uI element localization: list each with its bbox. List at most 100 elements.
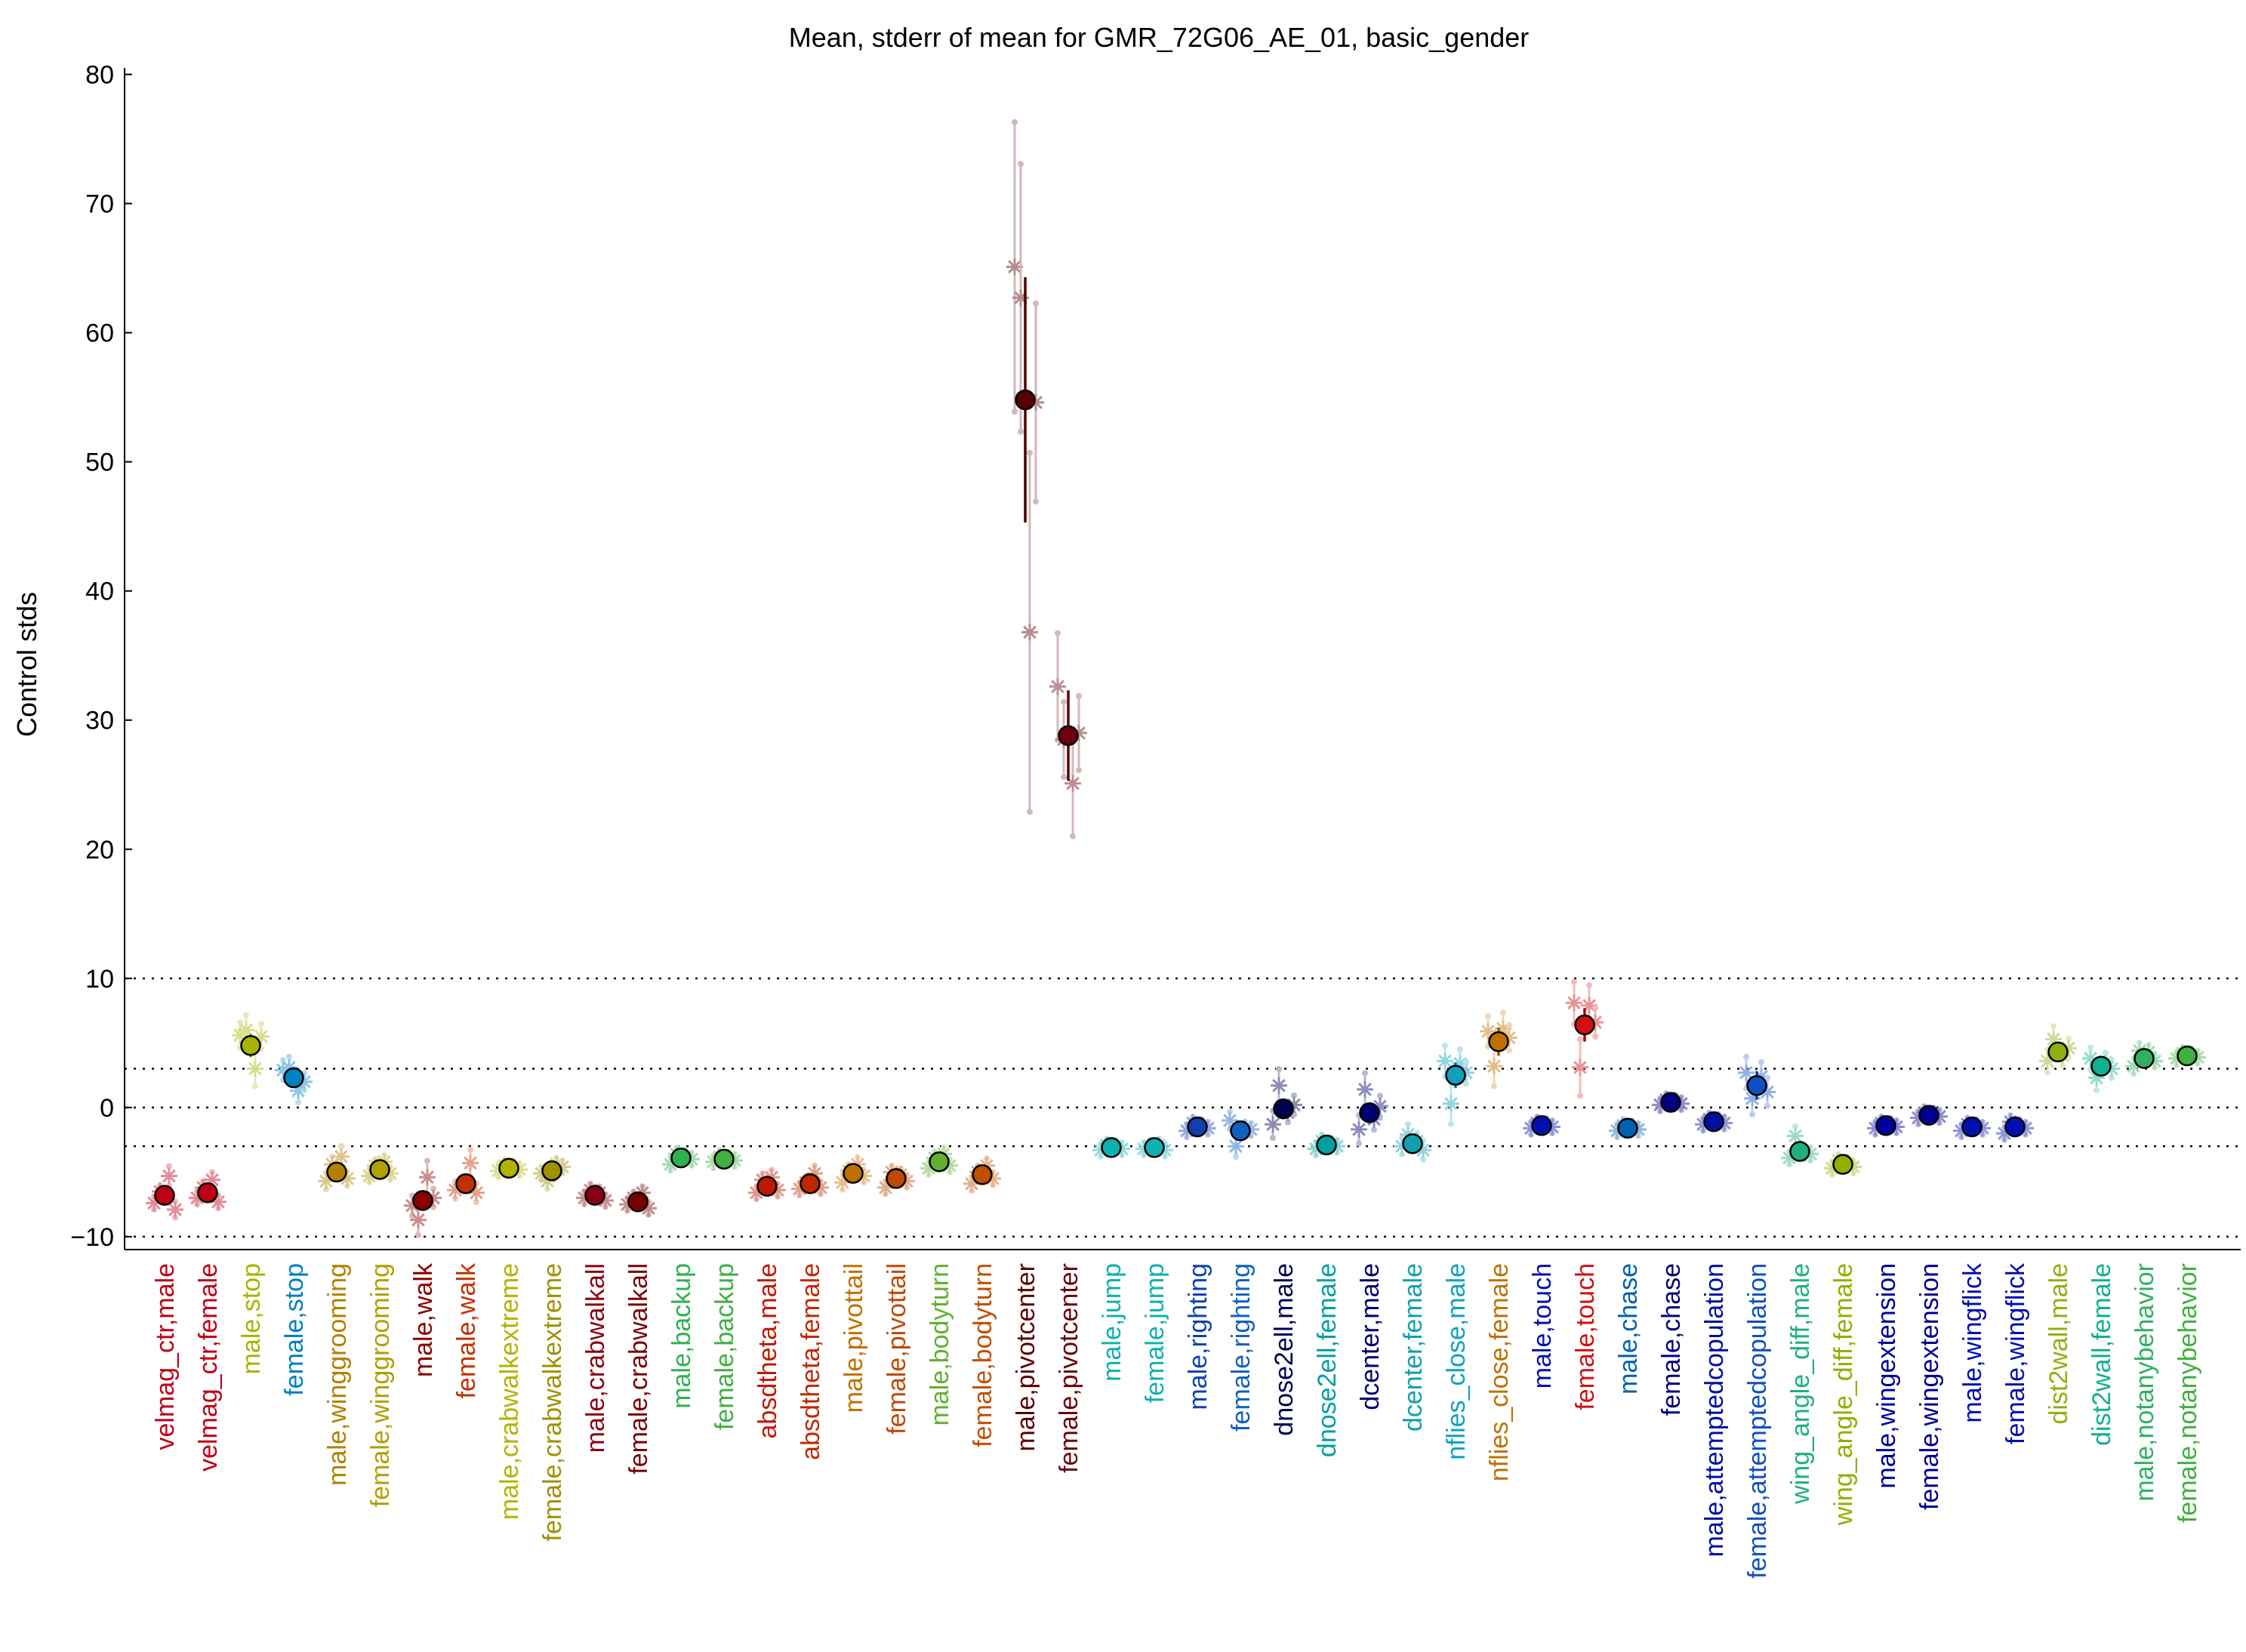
data-point [1738,1064,1755,1081]
data-point [726,1152,743,1169]
point-error-cap [1749,1111,1755,1117]
category-series [920,1144,958,1178]
data-point [984,1170,1001,1187]
data-point [1006,258,1023,276]
mean-marker [2047,1041,2069,1063]
y-tick-label: 10 [85,965,114,994]
data-point [290,1082,307,1099]
point-error-cap [1285,1119,1291,1126]
mean-marker [1832,1154,1853,1175]
point-error-cap [1457,1046,1463,1053]
mean-marker [1746,1075,1767,1096]
data-point [204,1171,220,1188]
mean-marker [1660,1092,1681,1113]
data-point [419,1169,436,1186]
data-point [247,1060,263,1077]
data-point [468,1184,485,1201]
mean-marker [1703,1111,1724,1133]
data-point [1544,1118,1560,1136]
point-error-cap [252,1083,258,1090]
category-series [490,1156,528,1181]
point-error-cap [415,1231,421,1238]
x-tick-label: dcenter,female [1399,1263,1428,1432]
category-series [1609,1116,1647,1141]
category-series [361,1151,399,1186]
x-tick-label: male,stop [237,1263,266,1374]
mean-marker [1789,1141,1810,1162]
point-error-cap [1577,1036,1583,1043]
data-point [1308,1140,1324,1157]
mean-marker [1918,1105,1939,1126]
category-series [1437,1043,1474,1127]
y-ticks: −10 0 10 20 30 40 50 60 70 80 [70,61,132,1252]
data-point [1781,1149,1798,1167]
mean-marker [1875,1115,1896,1136]
data-point [920,1160,937,1177]
mean-marker [843,1163,864,1184]
data-point [791,1180,808,1197]
data-point [597,1192,614,1209]
point-error-cap [1356,1140,1362,1147]
mean-marker [1058,725,1079,747]
category-series [232,1012,270,1090]
x-tick-label: female,attemptedcopulation [1743,1263,1772,1579]
x-tick-label: female,bodyturn [969,1263,997,1447]
data-point [1486,1058,1502,1075]
data-point [1452,1055,1468,1072]
category-series [275,1053,313,1106]
data-point [1744,1090,1761,1107]
category-series [662,1144,700,1174]
x-tick-label: female,winggrooming [366,1263,395,1507]
point-error-cap [1463,1080,1469,1087]
data-point [1458,1064,1474,1081]
data-point [640,1200,657,1217]
point-error-cap [1758,1059,1764,1065]
point-error-cap [2093,1086,2100,1093]
point-error-cap [2060,1062,2066,1069]
data-point [238,1022,254,1039]
category-series [1953,1114,1991,1141]
mean-marker [2177,1045,2198,1067]
x-tick-label: male,touch [1528,1263,1557,1388]
x-tick-label: female,righting [1227,1263,1255,1432]
data-point [382,1165,399,1182]
data-point [275,1062,291,1079]
data-point [1630,1120,1647,1138]
category-series [963,1155,1001,1194]
y-tick-label: 0 [100,1094,114,1123]
data-point [404,1197,421,1214]
category-series [1781,1123,1819,1168]
category-series [447,1146,485,1206]
category-series [1523,1113,1560,1138]
category-series [189,1169,226,1212]
y-tick-label: 30 [85,707,114,735]
category-series [2168,1043,2206,1068]
point-error-cap [1571,979,1577,985]
mean-marker [283,1067,304,1089]
category-series [576,1180,614,1210]
point-error-cap [1592,1033,1598,1040]
point-error-cap [1420,1156,1426,1163]
point-error-cap [1442,1043,1448,1049]
data-point [2045,1031,2062,1048]
mean-marker [1402,1133,1423,1154]
y-tick-label: 20 [85,836,114,865]
point-error-cap [1291,1092,1297,1099]
data-point [1480,1022,1496,1040]
point-error-cap [1055,630,1061,636]
data-point [1845,1158,1862,1176]
point-error-cap [1012,408,1018,415]
data-point [2189,1049,2206,1066]
data-point [1286,1096,1302,1114]
data-point [1351,1120,1367,1138]
data-point [1824,1160,1841,1177]
data-point [146,1194,162,1212]
data-point [2060,1040,2077,1057]
mean-marker [1445,1065,1466,1086]
category-series [1308,1131,1345,1159]
point-error-cap [1792,1123,1798,1130]
x-tick-label: female,wingflick [2001,1262,2030,1444]
data-point [941,1157,958,1174]
x-tick-label: male,backup [667,1263,696,1409]
